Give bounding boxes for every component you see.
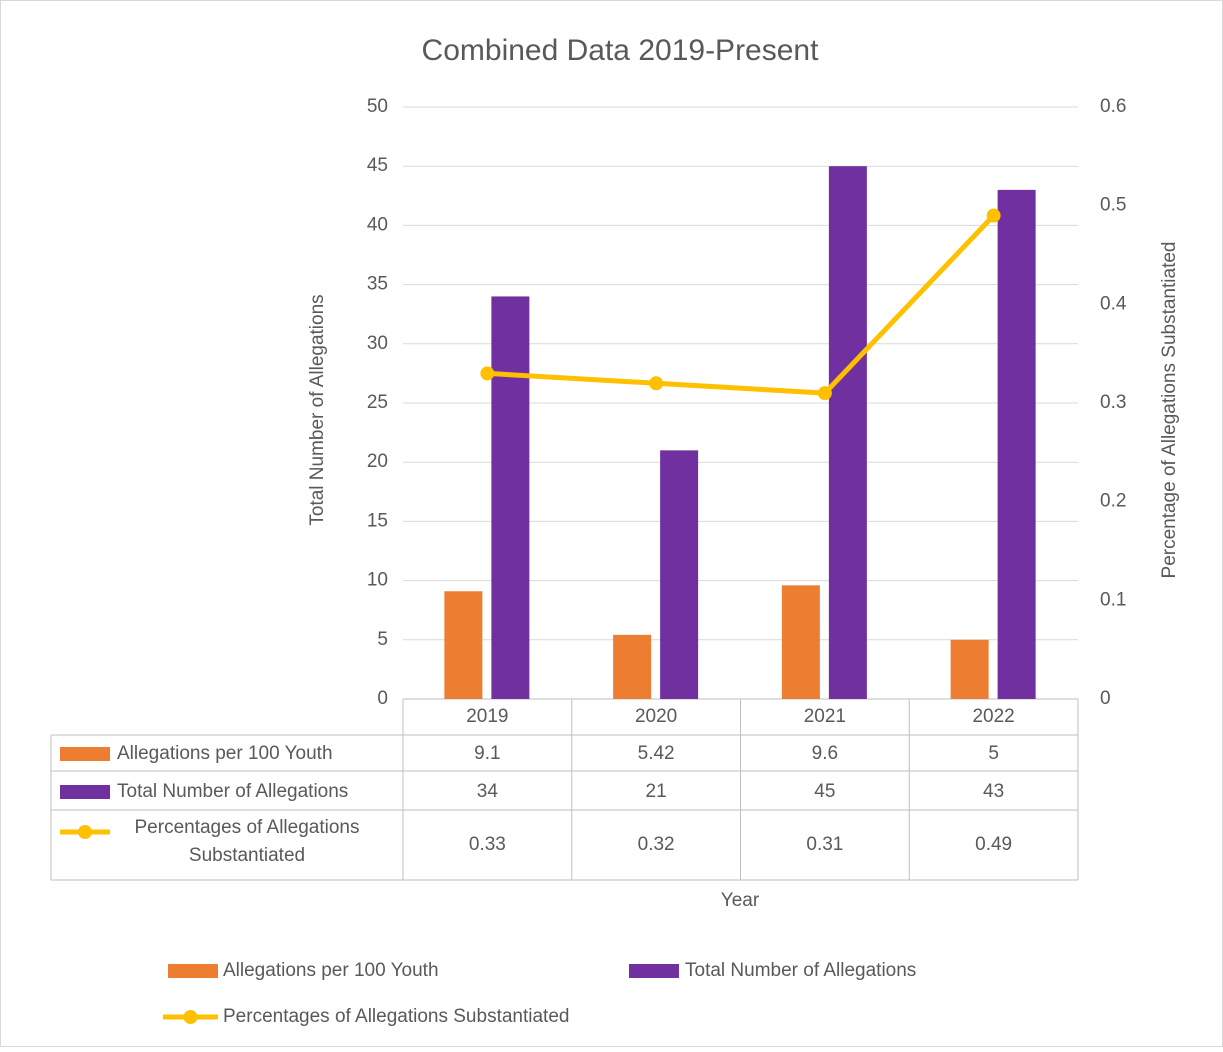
table-value: 5.42 xyxy=(638,743,675,764)
y-tick-label: 40 xyxy=(367,214,388,235)
legend-label: Allegations per 100 Youth xyxy=(223,960,439,981)
line-marker xyxy=(649,376,664,391)
line-series xyxy=(487,213,996,396)
table-value: 5 xyxy=(988,743,999,764)
y-tick-label: 5 xyxy=(377,629,388,650)
bar xyxy=(660,450,699,699)
bar xyxy=(491,296,530,699)
legend-key xyxy=(78,825,92,839)
x-tick-label: 2022 xyxy=(972,706,1014,727)
table-value: 9.6 xyxy=(812,743,838,764)
legend-key xyxy=(629,964,679,978)
y-axis-label: Total Number of Allegations xyxy=(307,294,328,525)
y2-tick-label: 0.4 xyxy=(1100,293,1127,314)
table-value: 9.1 xyxy=(474,743,500,764)
bar xyxy=(613,634,652,699)
y2-tick-label: 0.6 xyxy=(1100,96,1126,117)
x-axis-label: Year xyxy=(721,890,760,911)
line-marker xyxy=(817,386,832,401)
table-legend-label: Percentages of Allegations Substantiated xyxy=(134,817,360,866)
y-tick-label: 25 xyxy=(367,392,388,413)
x-tick-label: 2021 xyxy=(804,706,846,727)
table-value: 34 xyxy=(477,781,499,802)
y2-tick-label: 0.5 xyxy=(1100,195,1126,216)
table-legend-label: Total Number of Allegations xyxy=(117,781,348,802)
legend-key xyxy=(60,785,110,799)
y-tick-label: 30 xyxy=(367,333,388,354)
y2-tick-label: 0.1 xyxy=(1100,589,1126,610)
bar xyxy=(997,189,1036,699)
y-tick-label: 35 xyxy=(367,274,388,295)
y2-axis-label: Percentage of Allegations Substantiated xyxy=(1159,242,1180,579)
table-value: 0.31 xyxy=(806,834,843,855)
bar xyxy=(781,585,820,699)
y2-tick-label: 0.3 xyxy=(1100,392,1126,413)
table-value: 21 xyxy=(646,781,667,802)
table-value: 0.33 xyxy=(469,834,506,855)
bar xyxy=(950,639,989,699)
y-tick-label: 0 xyxy=(377,688,388,709)
line-marker xyxy=(480,366,495,381)
y-tick-label: 50 xyxy=(367,96,388,117)
y2-tick-label: 0.2 xyxy=(1100,491,1126,512)
legend-key xyxy=(168,964,218,978)
x-tick-label: 2020 xyxy=(635,706,677,727)
y-tick-label: 45 xyxy=(367,155,388,176)
table-legend-cell: Percentages of Allegations Substantiated xyxy=(134,817,360,866)
table-value: 0.49 xyxy=(975,834,1012,855)
y-tick-label: 10 xyxy=(367,570,388,591)
y2-tick-label: 0 xyxy=(1100,688,1111,709)
table-value: 43 xyxy=(983,781,1004,802)
legend-label: Percentages of Allegations Substantiated xyxy=(223,1006,569,1027)
bar xyxy=(444,591,483,699)
legend-key xyxy=(60,747,110,761)
x-tick-label: 2019 xyxy=(466,706,508,727)
bar xyxy=(828,166,867,699)
y-tick-label: 20 xyxy=(367,451,388,472)
y-tick-label: 15 xyxy=(367,510,388,531)
chart-title: Combined Data 2019-Present xyxy=(422,34,820,67)
table-legend-label: Allegations per 100 Youth xyxy=(117,743,333,764)
table-value: 45 xyxy=(814,781,835,802)
legend-label: Total Number of Allegations xyxy=(685,960,916,981)
table-value: 0.32 xyxy=(638,834,675,855)
line-marker xyxy=(986,208,1001,223)
legend-key xyxy=(183,1010,198,1024)
